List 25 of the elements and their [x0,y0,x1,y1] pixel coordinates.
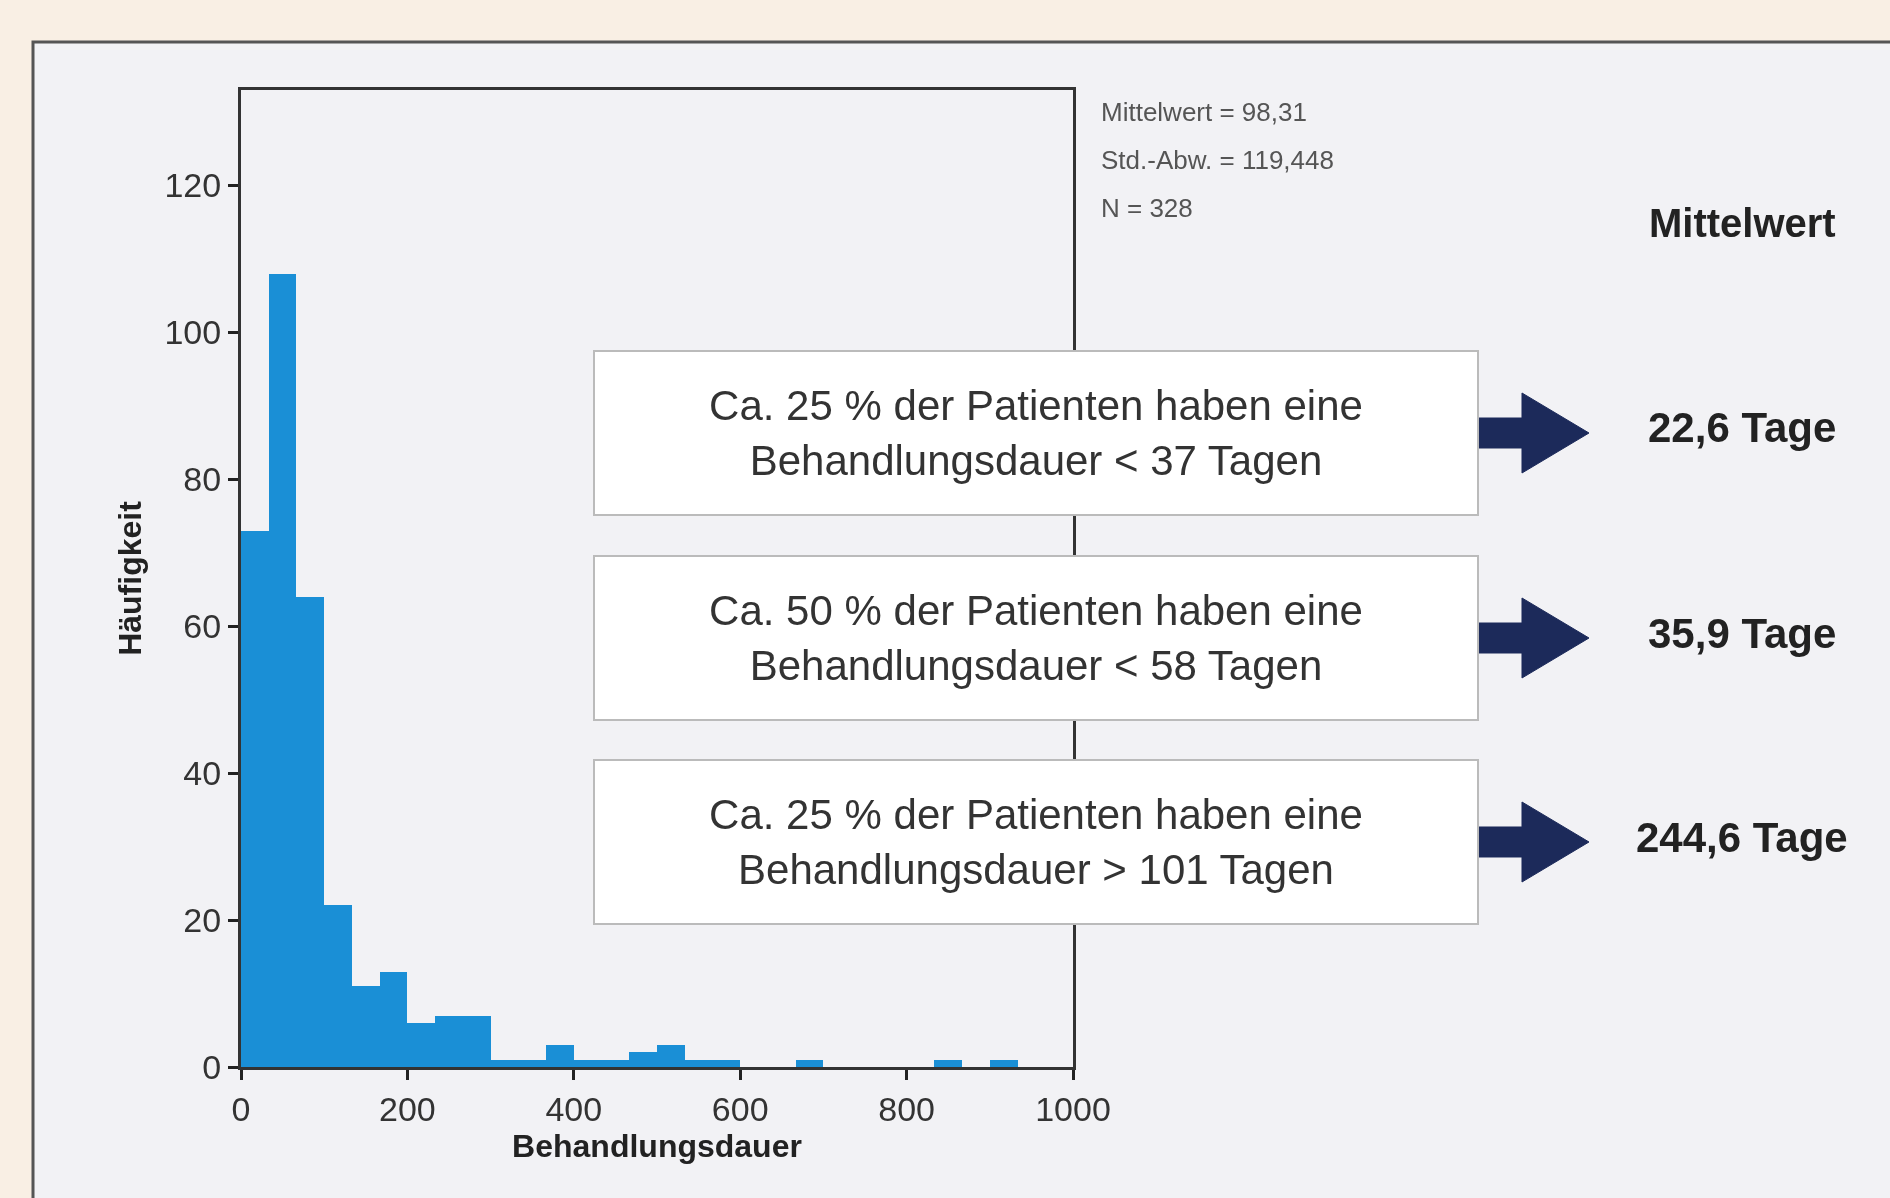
x-tick-label: 600 [711,1089,769,1128]
x-tick-label: 1000 [1035,1089,1111,1128]
text: N = 328 [1101,193,1193,223]
x-axis-title: Behandlungsdauer [512,1127,802,1164]
x-tick-label: 0 [231,1089,251,1128]
y-tick-label: 0 [202,1047,222,1086]
x-tick-label: 400 [545,1089,603,1128]
annotation: Ca. 50 % der Patienten haben eine Behandlungsdauer < 58 Tagen [709,587,1363,689]
y-tick-label: 60 [183,607,222,646]
y-tick-label: 20 [183,900,222,939]
x-tick-label: 200 [379,1089,436,1128]
annotation: Ca. 25 % der Patienten haben eine Behandlungsdauer > 101 Tagen [709,791,1363,893]
y-tick-label: 40 [183,754,222,793]
y-tick-label: 80 [183,460,222,499]
text: Std.-Abw. = 119,448 [1101,145,1334,175]
text: 244,6 Tage [1636,814,1848,861]
y-tick-label: 100 [164,313,222,352]
text: Mittelwert [1649,201,1836,245]
x-tick-label: 800 [878,1089,935,1128]
text: 22,6 Tage [1648,404,1837,451]
annotation: Ca. 25 % der Patienten haben eine Behandlungsdauer < 37 Tagen [709,382,1363,484]
text: Mittelwert = 98,31 [1101,97,1307,127]
text: 35,9 Tage [1648,610,1837,657]
y-tick-label: 120 [164,166,222,205]
y-axis-title: Häufigkeit [111,500,148,656]
